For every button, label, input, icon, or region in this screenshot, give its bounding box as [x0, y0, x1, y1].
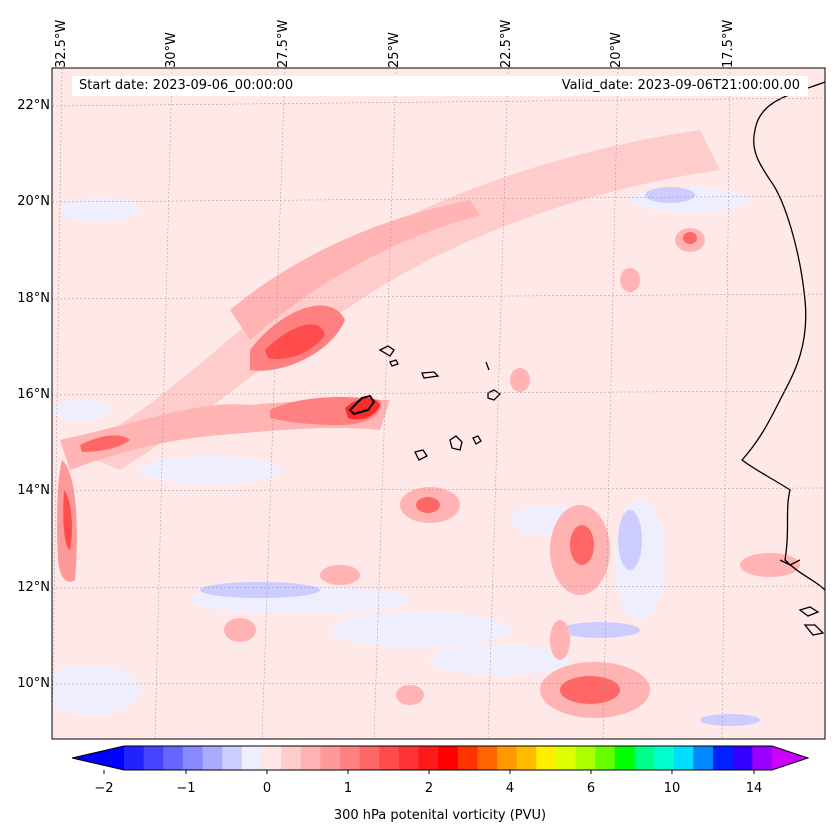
colorbar-title: 300 hPa potenital vorticity (PVU) [333, 808, 547, 823]
colorbar-swatch [575, 746, 596, 770]
lon-label: 30°W [164, 32, 179, 68]
colorbar-swatch [713, 746, 734, 770]
colorbar-swatch [261, 746, 282, 770]
date-info-box: Start date: 2023-09-06_00:00:00 Valid_da… [72, 76, 808, 96]
lon-label: 27.5°W [276, 19, 291, 68]
colorbar-swatch [654, 746, 675, 770]
colorbar-extend-min [72, 746, 124, 770]
pv-band-outer [70, 130, 720, 470]
lat-label: 18°N [17, 291, 50, 306]
lat-label: 14°N [17, 483, 50, 498]
colorbar-swatch [398, 746, 420, 770]
colorbar-tick-label: 1 [343, 781, 353, 796]
colorbar-outline [71, 745, 810, 771]
colorbar-swatch [752, 746, 773, 770]
pv-max-north-core [265, 324, 325, 360]
lon-label: 20°W [609, 32, 624, 68]
map-frame [51, 67, 826, 740]
lon-label: 32.5°W [54, 19, 69, 68]
colorbar [71, 745, 810, 771]
colorbar-swatch [359, 746, 380, 770]
colorbar-swatch [340, 746, 361, 770]
colorbar-swatch [477, 746, 498, 770]
lon-label: 17.5°W [721, 19, 736, 68]
colorbar-swatch [457, 746, 478, 770]
colorbar-swatch [595, 746, 616, 770]
colorbar-tick-label: −1 [176, 781, 196, 796]
lon-label: 25°W [387, 32, 402, 68]
lat-label: 22°N [17, 98, 50, 113]
coastline [348, 81, 825, 636]
colorbar-swatch [281, 746, 302, 770]
colorbar-swatch [418, 746, 439, 770]
pv-west-max [80, 435, 130, 452]
blue-cores [200, 187, 760, 726]
start-date: Start date: 2023-09-06_00:00:00 [79, 78, 294, 93]
lat-label: 10°N [17, 676, 50, 691]
colorbar-swatch [438, 746, 459, 770]
colorbar-swatch [202, 746, 223, 770]
valid-date: Valid_date: 2023-09-06T21:00:00.00 [561, 78, 800, 93]
colorbar-tick-label: 14 [745, 781, 763, 796]
colorbar-ticks [103, 770, 755, 774]
lat-label: 20°N [17, 194, 50, 209]
colorbar-tick-label: 2 [424, 781, 434, 796]
colorbar-swatch [516, 746, 537, 770]
pv-field [52, 68, 825, 739]
lat-label: 16°N [17, 387, 50, 402]
colorbar-swatch [693, 746, 714, 770]
colorbar-tick-label: 0 [262, 781, 272, 796]
colorbar-swatch [732, 746, 753, 770]
colorbar-swatch [222, 746, 243, 770]
colorbar-swatch [673, 746, 694, 770]
colorbar-swatch [536, 746, 557, 770]
colorbar-swatch [143, 746, 164, 770]
colorbar-swatch [300, 746, 321, 770]
colorbar-swatch [634, 746, 655, 770]
colorbar-swatch [379, 746, 400, 770]
colorbar-extend-max [772, 746, 808, 770]
colorbar-swatch [124, 746, 145, 770]
colorbar-tick-label: 10 [663, 781, 681, 796]
colorbar-swatch [497, 746, 518, 770]
pv-west-edge-core [63, 490, 72, 550]
lon-label: 22.5°W [499, 19, 514, 68]
colorbar-tick-label: 6 [586, 781, 596, 796]
gridlines [52, 68, 825, 739]
colorbar-tick-label: 4 [505, 781, 515, 796]
colorbar-swatch [163, 746, 184, 770]
colorbar-swatch [556, 746, 577, 770]
lat-label: 12°N [17, 580, 50, 595]
colorbar-swatch [614, 746, 636, 770]
pink-cores [416, 232, 697, 704]
colorbar-swatch [182, 746, 204, 770]
colorbar-tick-label: −2 [94, 781, 114, 796]
pv-band-mid [230, 200, 480, 340]
colorbar-swatch [241, 746, 262, 770]
colorbar-swatch [320, 746, 341, 770]
